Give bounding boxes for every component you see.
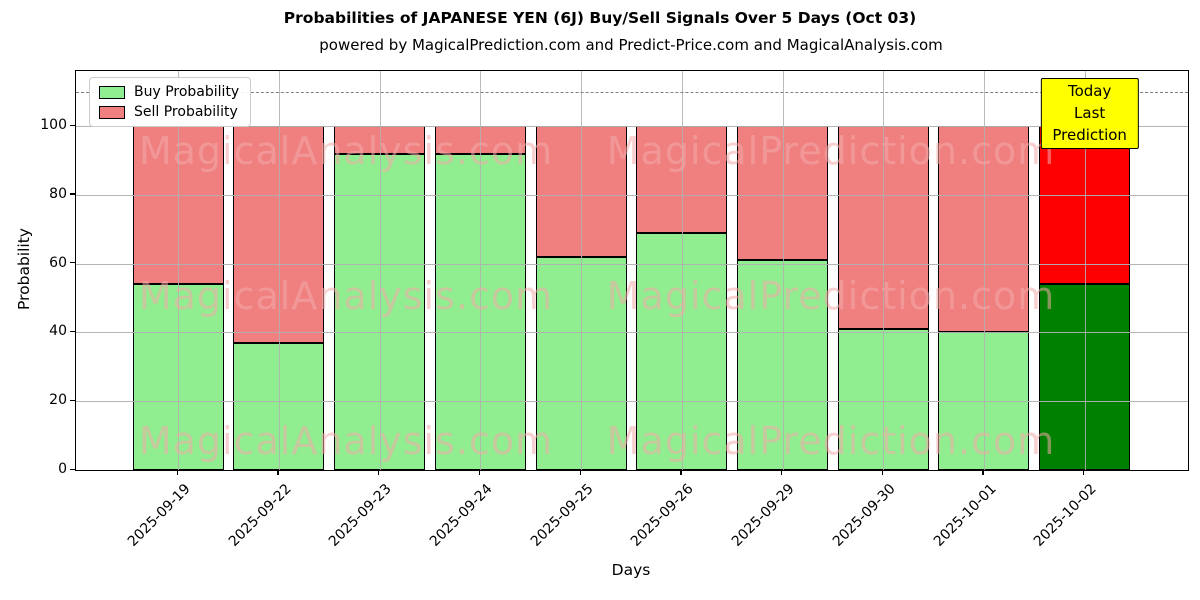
v-gridline [178, 71, 180, 470]
legend-buy-label: Buy Probability [134, 84, 240, 100]
x-tick-label-text: 2025-09-25 [527, 481, 597, 550]
watermark-text: MagicalPrediction.com [606, 419, 1056, 463]
x-tick-mark [680, 470, 682, 475]
watermark-text: MagicalAnalysis.com [138, 419, 554, 463]
v-gridline [883, 71, 885, 470]
x-tick-mark [579, 470, 581, 475]
x-tick-mark [1083, 470, 1085, 475]
y-tick-label: 0 [58, 461, 67, 477]
y-tick-mark [70, 124, 75, 126]
x-tick-mark [277, 470, 279, 475]
x-tick-mark [982, 470, 984, 475]
h-gridline [76, 332, 1188, 334]
sell-swatch-icon [99, 105, 125, 119]
x-tick-label-text: 2025-09-29 [728, 481, 798, 550]
x-tick-label-text: 2025-09-22 [225, 481, 295, 550]
dashed-threshold-line [76, 91, 1188, 93]
x-axis-label: Days [611, 561, 651, 579]
x-tick-label-text: 2025-09-30 [829, 481, 899, 550]
x-tick-label-text: 2025-09-23 [326, 481, 395, 550]
legend-item-sell: Sell Probability [99, 105, 239, 119]
chart-subtitle: powered by MagicalPrediction.com and Pre… [319, 36, 943, 54]
v-gridline [379, 71, 381, 470]
y-tick-mark [70, 468, 75, 470]
x-tick-label-text: 2025-09-24 [426, 481, 496, 550]
watermark-text: MagicalPrediction.com [606, 274, 1056, 318]
legend-item-buy: Buy Probability [99, 85, 239, 99]
y-tick-label: 80 [49, 185, 67, 202]
v-gridline [278, 71, 280, 470]
x-tick-label-text: 2025-09-19 [124, 481, 194, 550]
watermark-text: MagicalAnalysis.com [138, 274, 554, 318]
buy-swatch-icon [99, 85, 125, 99]
h-gridline [76, 194, 1188, 196]
y-tick-label: 100 [40, 117, 67, 134]
x-tick-label-text: 2025-10-02 [1031, 481, 1100, 550]
y-tick-mark [70, 399, 75, 401]
h-gridline [76, 401, 1188, 403]
v-gridline [581, 71, 583, 470]
x-tick-mark [378, 470, 380, 475]
x-tick-label-text: 2025-10-01 [930, 481, 1000, 550]
x-tick-mark [881, 470, 884, 475]
v-gridline [782, 71, 784, 470]
v-gridline [681, 71, 683, 470]
h-gridline [76, 126, 1188, 128]
today-annotation-line1: Today [1067, 82, 1112, 100]
legend-sell-label: Sell Probability [134, 104, 238, 120]
y-tick-label: 20 [49, 392, 67, 409]
watermark-text: MagicalAnalysis.com [138, 129, 554, 173]
y-tick-mark [70, 262, 75, 264]
y-tick-mark [70, 193, 75, 195]
x-tick-mark [176, 470, 178, 475]
plot-area: MagicalAnalysis.com MagicalPrediction.com… [75, 70, 1189, 471]
x-tick-label-text: 2025-09-26 [628, 481, 698, 550]
x-tick-mark [478, 470, 481, 475]
today-annotation: Today Last Prediction [1040, 78, 1139, 150]
y-tick-label: 60 [49, 254, 67, 271]
v-gridline [1084, 71, 1086, 470]
today-annotation-line2: Last Prediction [1052, 103, 1127, 144]
watermark-text: MagicalPrediction.com [606, 129, 1056, 173]
v-gridline [480, 71, 482, 470]
v-gridline [983, 71, 985, 470]
x-tick-mark [781, 470, 783, 475]
y-tick-mark [70, 330, 75, 333]
h-gridline [76, 263, 1188, 265]
y-tick-label: 40 [49, 323, 67, 340]
chart-title: Probabilities of JAPANESE YEN (6J) Buy/S… [283, 9, 917, 27]
legend: Buy Probability Sell Probability [89, 77, 252, 127]
